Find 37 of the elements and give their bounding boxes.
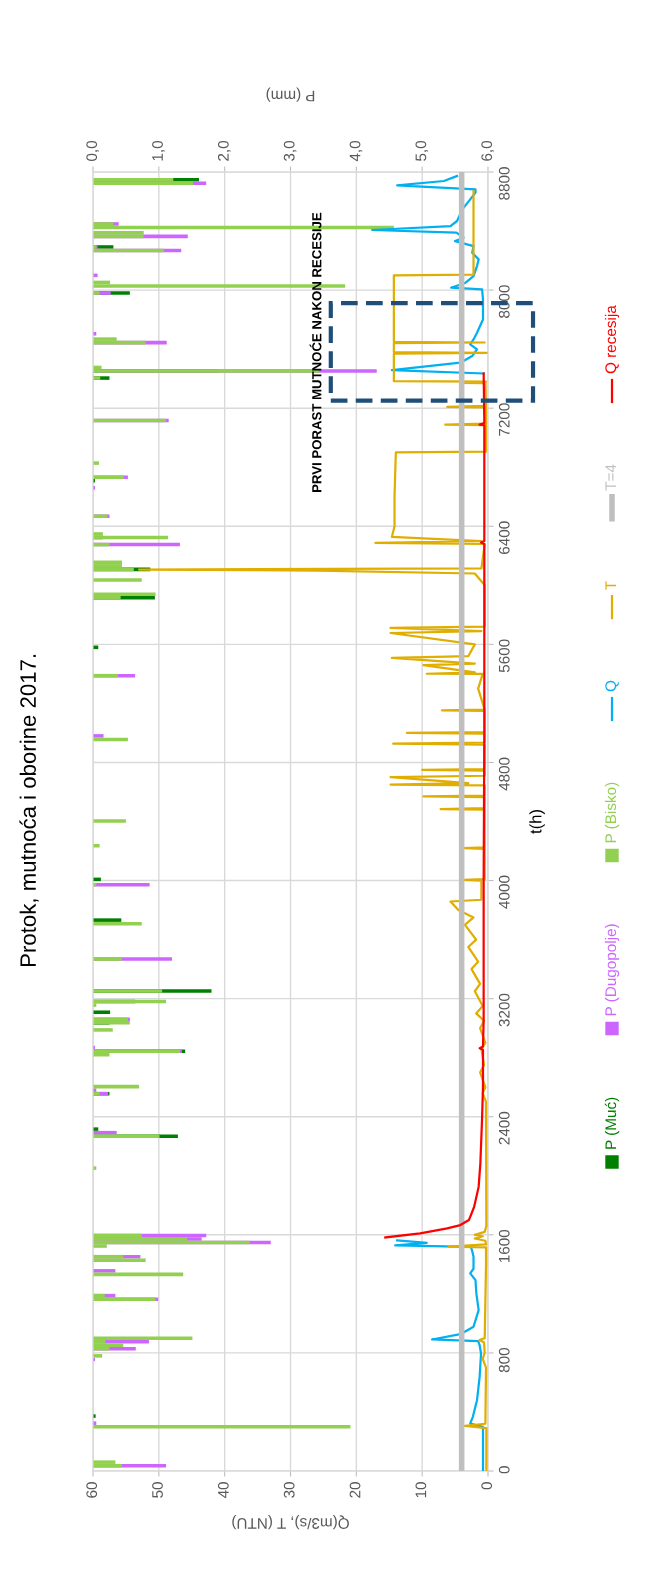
x2-tick-label: 0,0 — [86, 140, 99, 161]
x2-tick-label: 2,0 — [217, 140, 231, 161]
text: P (Bisko) — [604, 782, 620, 843]
y-tick-label: 0 — [498, 1466, 510, 1474]
x2-tick-label: 3,0 — [283, 140, 297, 161]
x2-axis-title: P (mm) — [266, 87, 315, 102]
y-tick-label: 3200 — [498, 993, 510, 1027]
text: T=4 — [605, 464, 616, 491]
y-tick-label: 7200 — [498, 403, 510, 436]
y-tick-label: 1600 — [498, 1229, 510, 1263]
x2-tick-label: 1,0 — [152, 140, 165, 161]
x-tick-label: 10 — [415, 1482, 427, 1498]
x-tick-label: 0 — [481, 1482, 493, 1490]
x-tick-label: 30 — [283, 1482, 295, 1498]
y-tick-label: 4800 — [498, 757, 510, 791]
y-tick-label: 4000 — [498, 875, 510, 909]
text: P (Muć) — [604, 1097, 620, 1149]
x-tick-label: 60 — [86, 1482, 98, 1498]
text: T — [605, 581, 616, 590]
x2-tick-label: 5,0 — [415, 140, 429, 161]
text: Q recesija — [604, 305, 620, 374]
x-tick-label: 40 — [217, 1482, 229, 1499]
x-tick-label: 50 — [152, 1482, 163, 1498]
x-tick-label: 20 — [349, 1482, 361, 1498]
annotation: PRVI PORAST MUTNOĆE NAKON RECESIJE — [309, 212, 322, 492]
y-tick-label: 5600 — [498, 639, 510, 673]
y-tick-label: 6400 — [498, 521, 510, 554]
y-axis-title: t(h) — [529, 810, 545, 834]
y-tick-label: 800 — [498, 1347, 510, 1373]
text: P (Dugopolje) — [604, 924, 620, 1016]
x2-tick-label: 4,0 — [349, 140, 363, 162]
y-tick-label: 8800 — [498, 167, 510, 200]
y-tick-label: 2400 — [498, 1111, 510, 1145]
text: Protok, mutnoća i oborine 2017. — [19, 654, 39, 967]
text: Q — [605, 680, 619, 692]
x-axis-title: Q(m3/s), T (NTU) — [232, 1515, 349, 1530]
x2-tick-label: 6,0 — [481, 140, 494, 161]
